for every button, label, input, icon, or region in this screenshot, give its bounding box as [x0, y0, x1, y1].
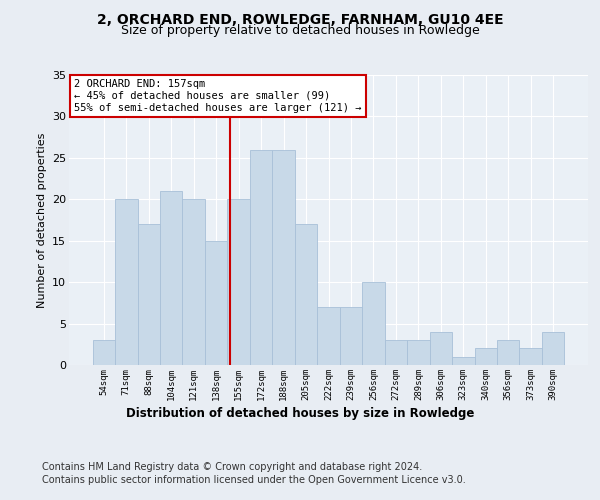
- Bar: [542, 332, 565, 365]
- Bar: [272, 150, 295, 365]
- Bar: [317, 307, 340, 365]
- Bar: [92, 340, 115, 365]
- Y-axis label: Number of detached properties: Number of detached properties: [37, 132, 47, 308]
- Bar: [205, 240, 227, 365]
- Bar: [362, 282, 385, 365]
- Text: Contains public sector information licensed under the Open Government Licence v3: Contains public sector information licen…: [42, 475, 466, 485]
- Bar: [137, 224, 160, 365]
- Bar: [115, 200, 137, 365]
- Text: 2 ORCHARD END: 157sqm
← 45% of detached houses are smaller (99)
55% of semi-deta: 2 ORCHARD END: 157sqm ← 45% of detached …: [74, 80, 362, 112]
- Bar: [385, 340, 407, 365]
- Text: Size of property relative to detached houses in Rowledge: Size of property relative to detached ho…: [121, 24, 479, 37]
- Text: 2, ORCHARD END, ROWLEDGE, FARNHAM, GU10 4EE: 2, ORCHARD END, ROWLEDGE, FARNHAM, GU10 …: [97, 12, 503, 26]
- Text: Distribution of detached houses by size in Rowledge: Distribution of detached houses by size …: [126, 408, 474, 420]
- Bar: [227, 200, 250, 365]
- Text: Contains HM Land Registry data © Crown copyright and database right 2024.: Contains HM Land Registry data © Crown c…: [42, 462, 422, 472]
- Bar: [430, 332, 452, 365]
- Bar: [250, 150, 272, 365]
- Bar: [520, 348, 542, 365]
- Bar: [452, 356, 475, 365]
- Bar: [160, 191, 182, 365]
- Bar: [295, 224, 317, 365]
- Bar: [340, 307, 362, 365]
- Bar: [497, 340, 520, 365]
- Bar: [407, 340, 430, 365]
- Bar: [475, 348, 497, 365]
- Bar: [182, 200, 205, 365]
